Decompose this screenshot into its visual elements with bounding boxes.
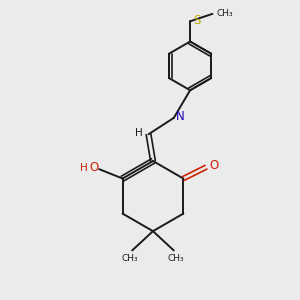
Text: O: O bbox=[210, 159, 219, 172]
Text: H: H bbox=[135, 128, 143, 138]
Text: O: O bbox=[89, 161, 98, 174]
Text: CH₃: CH₃ bbox=[217, 9, 233, 18]
Text: S: S bbox=[193, 14, 200, 27]
Text: N: N bbox=[176, 110, 185, 123]
Text: H: H bbox=[80, 163, 88, 173]
Text: CH₃: CH₃ bbox=[122, 254, 138, 263]
Text: CH₃: CH₃ bbox=[168, 254, 184, 263]
